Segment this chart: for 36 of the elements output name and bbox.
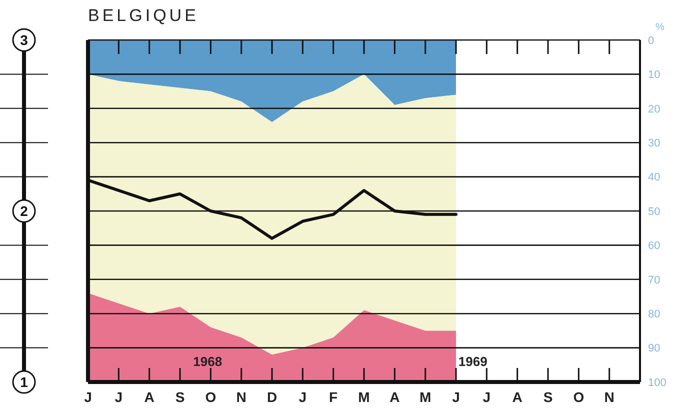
x-tick-label: J bbox=[84, 389, 92, 405]
y2-tick-label: 1 bbox=[20, 374, 28, 390]
x-tick-label: S bbox=[175, 389, 185, 405]
x-tick-label: F bbox=[329, 389, 338, 405]
x-tick-label: O bbox=[573, 389, 584, 405]
x-tick-label: D bbox=[266, 389, 278, 405]
x-tick-label: O bbox=[205, 389, 216, 405]
y-tick-label: 0 bbox=[648, 34, 654, 47]
x-tick-label: J bbox=[298, 389, 307, 405]
x-tick-label: A bbox=[512, 389, 522, 405]
x-tick-label: N bbox=[236, 389, 246, 405]
x-tick-label: N bbox=[604, 389, 614, 405]
y-axis-title: % bbox=[656, 22, 665, 33]
y-tick-label: 10 bbox=[648, 69, 660, 82]
y2-tick-label: 2 bbox=[20, 202, 28, 219]
x-tick-label: J bbox=[482, 389, 491, 405]
y-tick-label: 90 bbox=[648, 342, 660, 355]
x-tick-label: J bbox=[114, 389, 123, 405]
x-tick-label: A bbox=[144, 389, 154, 405]
y-tick-label: 70 bbox=[648, 274, 660, 286]
annotation: 1969 bbox=[458, 354, 488, 369]
y-tick-label: 30 bbox=[648, 138, 660, 150]
y-tick-label: 80 bbox=[648, 308, 660, 321]
x-tick-label: J bbox=[452, 389, 460, 405]
y-tick-label: 50 bbox=[648, 206, 660, 218]
y-tick-label: 60 bbox=[648, 240, 660, 252]
chart-title: BELGIQUE bbox=[88, 6, 199, 26]
x-tick-label: A bbox=[390, 389, 400, 405]
y-tick-label: 100 bbox=[648, 376, 666, 389]
x-tick-label: S bbox=[543, 389, 553, 405]
y2-tick-label: 3 bbox=[20, 32, 28, 48]
annotation: 1968 bbox=[193, 354, 222, 369]
y-tick-label: 20 bbox=[648, 103, 660, 116]
y-tick-label: 40 bbox=[648, 172, 660, 184]
x-tick-label: M bbox=[419, 389, 432, 405]
x-tick-label: M bbox=[358, 389, 370, 405]
